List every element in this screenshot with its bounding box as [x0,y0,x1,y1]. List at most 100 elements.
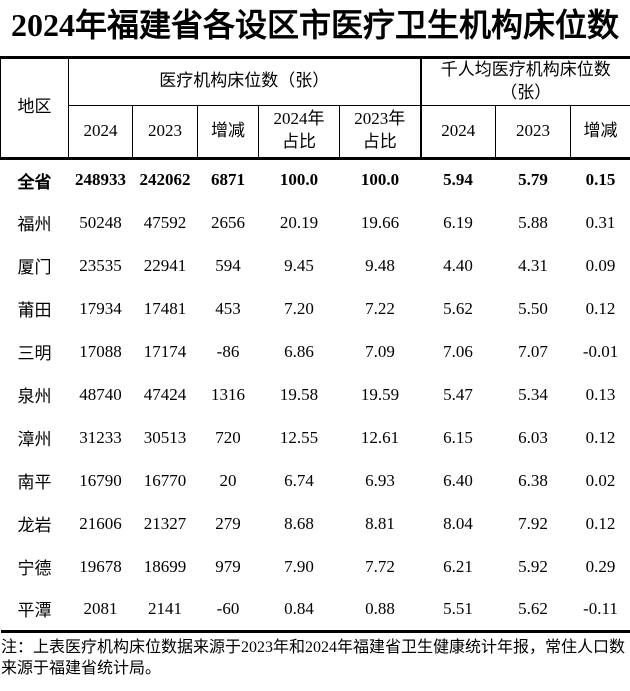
cell-value: 18699 [143,556,187,576]
cell-value: 979 [215,556,241,576]
cell-value: 6.86 [284,341,314,361]
cell-value: 5.51 [443,598,473,618]
table-row: 龙岩 21606 21327 279 8.68 8.81 8.04 7.92 0.12 [1,502,630,545]
cell-value: 6.15 [443,427,473,447]
cell-value: 47424 [143,384,187,404]
cell-value: 7.09 [365,341,395,361]
cell-value: -0.11 [583,598,618,618]
table-row: 宁德 19678 18699 979 7.90 7.72 6.21 5.92 0.29 [1,545,630,588]
table-row: 莆田 17934 17481 453 7.20 7.22 5.62 5.50 0.12 [1,287,630,330]
cell-region: 三明 [17,344,52,364]
cell-value: 0.13 [585,384,616,404]
cell-value: 0.31 [585,212,616,232]
cell-value: 0.15 [585,170,616,190]
cell-value: 19.59 [360,384,400,404]
table-row: 厦门 23535 22941 594 9.45 9.48 4.40 4.31 0.09 [1,244,630,287]
cell-value: 17481 [143,298,187,318]
cell-value: 20.19 [279,212,319,232]
cell-value: 720 [215,427,241,447]
cell-value: 0.12 [585,427,616,447]
table-row: 全省 248933 242062 6871 100.0 100.0 5.94 5.79 0.15 [1,158,630,201]
cell-value: 6.19 [443,212,473,232]
cell-value: 0.84 [284,598,314,618]
cell-value: 47592 [143,212,187,232]
header-beds-change: 增减 [197,104,259,159]
cell-region: 全省 [17,172,52,192]
cell-value: 16790 [79,470,122,490]
cell-value: 9.48 [365,255,395,275]
cell-value: 5.50 [518,298,548,318]
cell-value: 16770 [143,470,187,490]
cell-value: 5.94 [443,170,473,190]
cell-value: 0.12 [585,513,616,533]
cell-value: 7.20 [284,298,314,318]
cell-value: 7.22 [365,298,395,318]
cell-value: 12.55 [279,427,319,447]
cell-value: 17934 [79,298,122,318]
cell-value: 7.90 [284,556,314,576]
header-group-row: 地区 医疗机构床位数（张） 千人均医疗机构床位数 （张） [0,56,630,159]
cell-value: -60 [216,598,240,618]
cell-value: 6.21 [443,556,473,576]
cell-value: 17088 [79,341,122,361]
cell-region: 泉州 [17,387,52,407]
header-per1000-2023: 2023 [495,104,572,159]
table-row: 平潭 2081 2141 -60 0.84 0.88 5.51 5.62 -0.11 [1,588,630,631]
cell-value: 9.45 [284,255,314,275]
header-sub-row: 2024 2023 增减 2024年 占比 2023年 占比 2024 2023… [1,104,630,159]
header-group-beds: 医疗机构床位数（张） [67,56,422,106]
cell-value: 31233 [79,427,122,447]
cell-value: 12.61 [360,427,400,447]
cell-value: 7.07 [518,341,548,361]
cell-value: 0.29 [585,556,616,576]
cell-value: 5.62 [443,298,473,318]
table-row: 福州 50248 47592 2656 20.19 19.66 6.19 5.88 0.31 [1,201,630,244]
header-group-beds-per-1000: 千人均医疗机构床位数 （张） [419,56,630,106]
cell-region: 莆田 [17,301,52,321]
cell-value: 0.02 [585,470,616,490]
cell-value: 8.04 [443,513,473,533]
cell-value: 6.03 [518,427,548,447]
cell-value: 2081 [83,598,118,618]
table-row: 漳州 31233 30513 720 12.55 12.61 6.15 6.03 0.12 [1,416,630,459]
cell-value: 6.40 [443,470,473,490]
header-beds-2024: 2024 [68,104,133,159]
cell-value: -0.01 [582,341,619,361]
page-title: 2024年福建省各设区市医疗卫生机构床位数 [10,7,619,43]
cell-value: 0.09 [585,255,616,275]
cell-region: 龙岩 [17,516,52,536]
cell-value: 6.74 [284,470,314,490]
cell-value: 248933 [75,170,126,190]
cell-value: 0.88 [365,598,395,618]
cell-region: 宁德 [17,559,52,579]
cell-value: 7.72 [365,556,395,576]
table-row: 泉州 48740 47424 1316 19.58 19.59 5.47 5.34 0.13 [1,373,630,416]
cell-value: 48740 [79,384,122,404]
cell-region: 厦门 [17,258,52,278]
table-header: 地区 医疗机构床位数（张） 千人均医疗机构床位数 （张） 2024 2023 增… [0,56,630,159]
cell-value: 5.34 [518,384,548,404]
cell-value: 17174 [143,341,187,361]
cell-value: 4.40 [443,255,473,275]
cell-value: 7.06 [443,341,473,361]
cell-value: 5.92 [518,556,548,576]
cell-value: 5.88 [518,212,548,232]
cell-region: 平潭 [17,601,52,621]
cell-value: 453 [215,298,241,318]
cell-value: 4.31 [518,255,548,275]
header-per1000-2024: 2024 [419,104,497,159]
cell-value: 0.12 [585,298,616,318]
header-share-2024: 2024年 占比 [258,104,340,159]
cell-value: 20 [219,470,237,490]
footnote: 注：上表医疗机构床位数据来源于2023年和2024年福建省卫生健康统计年报，常住… [1,638,626,678]
cell-value: 100.0 [360,170,400,190]
cell-value: 8.68 [284,513,314,533]
table-body: 全省 248933 242062 6871 100.0 100.0 5.94 5.79 0.15… [0,158,630,632]
cell-value: 2656 [211,212,245,232]
cell-value: 22941 [143,255,187,275]
header-per1000-change: 增减 [570,104,630,159]
cell-value: 50248 [79,212,122,232]
cell-value: 242062 [139,170,191,190]
table-row: 三明 17088 17174 -86 6.86 7.09 7.06 7.07 -0.01 [1,330,630,373]
